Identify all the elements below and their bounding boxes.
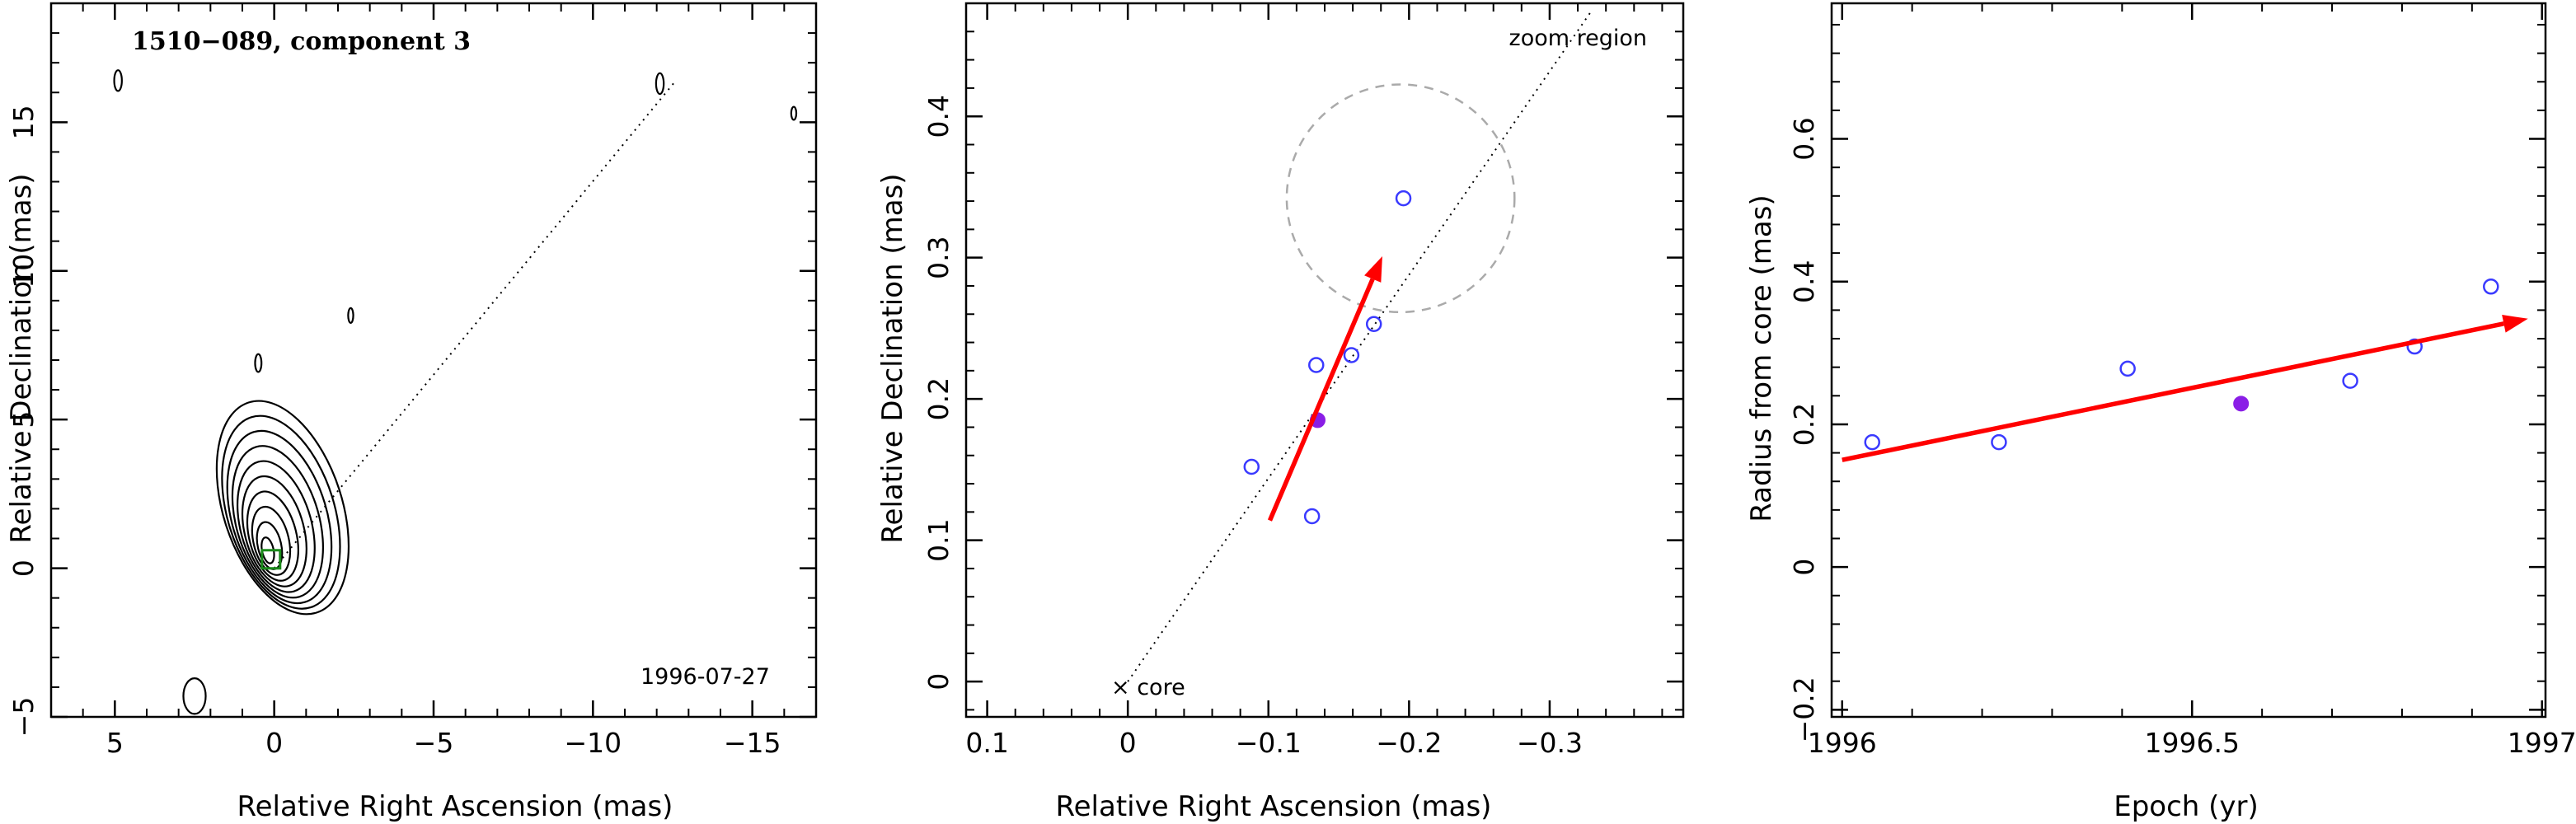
open-data-point — [2342, 372, 2358, 389]
contour-level — [221, 414, 341, 610]
y-tick-label: 0 — [7, 559, 40, 577]
y-tick-label: 0 — [922, 673, 955, 691]
x-tick-label: 1997 — [2508, 727, 2576, 759]
core-label: × core — [1111, 675, 1185, 700]
contour-level — [215, 400, 350, 616]
x-tick-label: −10 — [565, 727, 622, 759]
panel-zoom-region: 0.1 0 −0.1 −0.2 −0.3 0 0.1 0.2 0.3 0.4 zoom regi… — [876, 2, 1685, 823]
motion-arrowhead — [1364, 255, 1382, 283]
zoom-region-label: zoom region — [1509, 26, 1647, 51]
contour-level — [226, 429, 333, 605]
trend-arrow — [1842, 321, 2504, 462]
open-data-point — [1308, 357, 1325, 373]
x-tick-label: −5 — [414, 727, 454, 759]
contour-layer — [113, 69, 798, 715]
data-points — [1243, 190, 1412, 525]
panel-radius-vs-epoch: 1996 1996.5 1997 −0.2 0 0.2 0.4 0.6 Epoch (yr)… — [1745, 2, 2576, 823]
contour-blob — [347, 307, 354, 324]
open-data-point — [2406, 338, 2423, 355]
y-axis-label: Relative Declination (mas) — [5, 173, 38, 543]
x-tick-labels: 0.1 0 −0.1 −0.2 −0.3 — [965, 727, 1583, 759]
data-points — [1864, 279, 2499, 451]
open-data-point — [1395, 190, 1412, 207]
x-tick-label: 1996.5 — [2145, 727, 2240, 759]
date-label: 1996-07-27 — [640, 664, 770, 690]
tick-marks — [1832, 3, 2546, 717]
fit-line — [1127, 10, 1593, 682]
tick-marks — [966, 3, 1683, 717]
x-axis-label: Relative Right Ascension (mas) — [1056, 790, 1492, 823]
contour-blob — [182, 677, 207, 715]
y-tick-label: 0.4 — [1788, 260, 1820, 302]
open-data-point — [1243, 458, 1260, 475]
x-axis-label: Epoch (yr) — [2114, 790, 2259, 823]
zoom-region-circle — [1285, 83, 1516, 314]
x-tick-label: −15 — [724, 727, 781, 759]
open-data-point — [2119, 360, 2136, 377]
contour-level — [246, 490, 299, 582]
open-data-point — [1365, 316, 1382, 333]
trend-arrowhead — [2502, 315, 2528, 333]
panel-contour-map: 5 0 −5 −10 −15 −5 0 5 10 15 1510−089, component … — [5, 2, 818, 823]
x-tick-label: 1996 — [1808, 727, 1877, 759]
y-tick-label: 0.2 — [1788, 403, 1820, 446]
chart-title: 1510−089, component 3 — [132, 27, 471, 56]
contour-level — [231, 445, 325, 599]
y-axis-label: Radius from core (mas) — [1745, 194, 1778, 522]
y-tick-labels: −0.2 0 0.2 0.4 0.6 — [1788, 117, 1820, 742]
contour-blob — [254, 353, 263, 373]
jet-direction-line — [273, 80, 677, 569]
x-tick-label: −0.1 — [1236, 727, 1302, 759]
open-data-point — [1864, 433, 1880, 451]
motion-arrow — [1267, 278, 1375, 522]
y-axis-label: Relative Declination (mas) — [876, 173, 909, 543]
y-tick-label: −5 — [7, 697, 40, 737]
y-tick-label: 0.2 — [922, 377, 955, 420]
y-tick-label: 5 — [7, 411, 40, 428]
open-data-point — [1303, 508, 1321, 525]
contour-level — [242, 475, 307, 588]
contour-blob — [790, 105, 798, 121]
y-tick-labels: 0 0.1 0.2 0.3 0.4 — [922, 95, 955, 691]
x-tick-labels: 5 0 −5 −10 −15 — [106, 727, 781, 759]
y-tick-label: 0 — [1788, 559, 1820, 576]
x-axis-label: Relative Right Ascension (mas) — [237, 790, 673, 823]
open-data-point — [1991, 433, 2007, 451]
y-tick-label: 15 — [7, 105, 40, 139]
filled-data-point — [2233, 396, 2250, 412]
x-tick-labels: 1996 1996.5 1997 — [1808, 727, 2576, 759]
x-tick-label: 0 — [1119, 727, 1137, 759]
contour-blob — [655, 72, 665, 96]
y-tick-label: 10 — [7, 254, 40, 288]
x-tick-label: 0 — [265, 727, 283, 759]
contour-level — [251, 505, 292, 576]
contour-blob — [113, 69, 123, 92]
y-tick-label: 0.1 — [922, 518, 955, 561]
component-marker — [260, 549, 282, 570]
plot-frame — [964, 2, 1685, 719]
tick-marks — [51, 3, 816, 719]
plot-frame — [49, 2, 818, 719]
x-tick-label: −0.3 — [1517, 727, 1583, 759]
y-tick-label: −0.2 — [1788, 677, 1820, 742]
x-tick-label: 5 — [106, 727, 124, 759]
y-tick-label: 0.4 — [922, 95, 955, 138]
open-data-point — [1343, 347, 1360, 363]
x-tick-label: −0.2 — [1376, 727, 1442, 759]
y-tick-label: 0.3 — [922, 236, 955, 279]
plot-frame — [1830, 2, 2547, 719]
contour-level — [236, 460, 316, 593]
y-tick-label: 0.6 — [1788, 117, 1820, 160]
x-tick-label: 0.1 — [965, 727, 1008, 759]
open-data-point — [2483, 279, 2499, 295]
y-tick-labels: −5 0 5 10 15 — [7, 105, 40, 737]
